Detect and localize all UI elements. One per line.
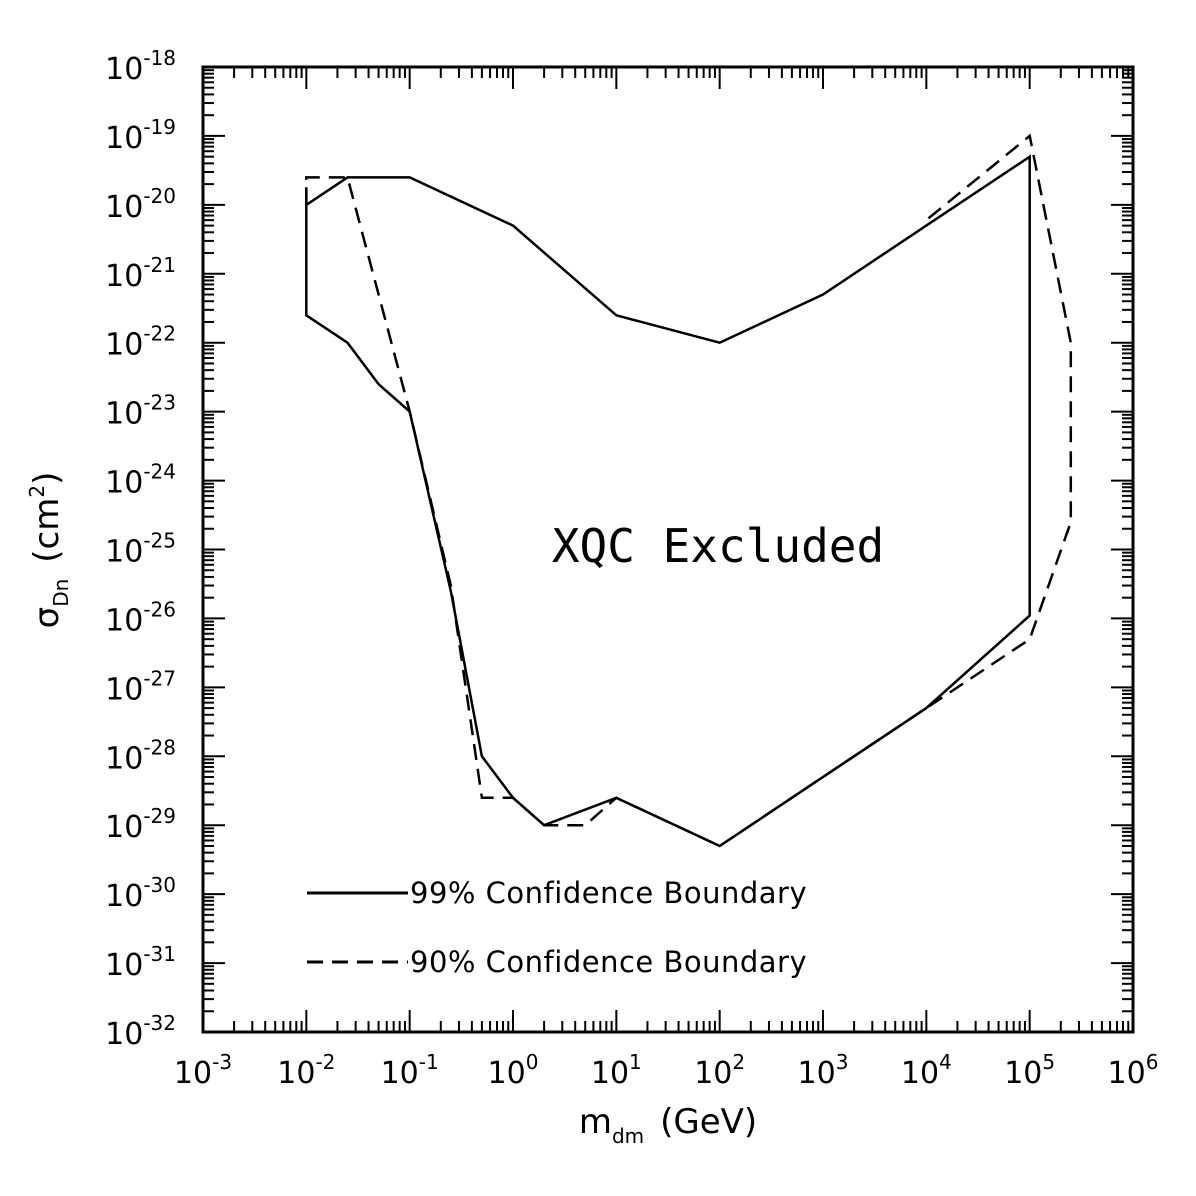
x-tick-label: 100 [488,1050,539,1091]
x-tick-label: 103 [798,1050,849,1091]
x-axis-title-sub: dm [612,1124,644,1148]
y-tick-label: 10-27 [105,666,176,707]
y-tick-label: 10-28 [105,735,176,776]
plot-frame [201,65,1135,1034]
y-tick-label: 10-18 [105,46,176,87]
x-tick-label: 101 [591,1050,642,1091]
series-layer [305,133,1073,848]
y-tick-label: 10-25 [105,529,176,570]
legend: 99% Confidence Boundary 90% Confidence B… [307,876,807,979]
annotation-text: XQC Excluded [552,519,884,573]
y-axis-title-unit: (cm [27,498,67,563]
y-tick-label: 10-32 [105,1011,176,1052]
legend-label-90: 90% Confidence Boundary [410,945,807,979]
x-axis-title-main: m [579,1102,612,1142]
series-line-dashed-90 [305,133,1073,848]
y-tick-label: 10-30 [105,873,176,914]
x-axis-title: mdm (GeV) [579,1102,757,1148]
x-tick-label: 102 [694,1050,745,1091]
legend-label-99: 99% Confidence Boundary [410,876,807,910]
series-line-solid-99 [305,154,1031,848]
x-tick-label: 10-1 [381,1050,439,1091]
y-tick-label: 10-29 [105,804,176,845]
x-tick-label: 10-3 [174,1050,232,1091]
y-tick-label: 10-31 [105,942,176,983]
x-tick-label: 10-2 [277,1050,335,1091]
y-tick-label: 10-22 [105,322,176,363]
y-tick-label: 10-21 [105,253,176,294]
y-tick-label: 10-26 [105,597,176,638]
y-tick-label: 10-23 [105,391,176,432]
y-axis-title-sub: Dn [49,579,73,607]
y-axis-title: σDn (cm2) [25,472,73,629]
x-tick-label: 104 [901,1050,952,1091]
x-axis-title-unit: (GeV) [660,1102,757,1142]
x-tick-label: 106 [1108,1050,1159,1091]
y-axis-title-unit-sup: 2 [25,485,49,498]
x-tick-label: 105 [1004,1050,1055,1091]
y-tick-label: 10-19 [105,115,176,156]
tick-labels-layer: 10-3 10-2 10-1 100 101 102 103 104 105 106 10-32 10… [105,46,1158,1091]
y-axis-title-main: σ [27,607,67,629]
y-axis-title-unit-close: ) [27,472,67,485]
y-tick-label: 10-20 [105,184,176,225]
y-tick-label: 10-24 [105,460,176,501]
